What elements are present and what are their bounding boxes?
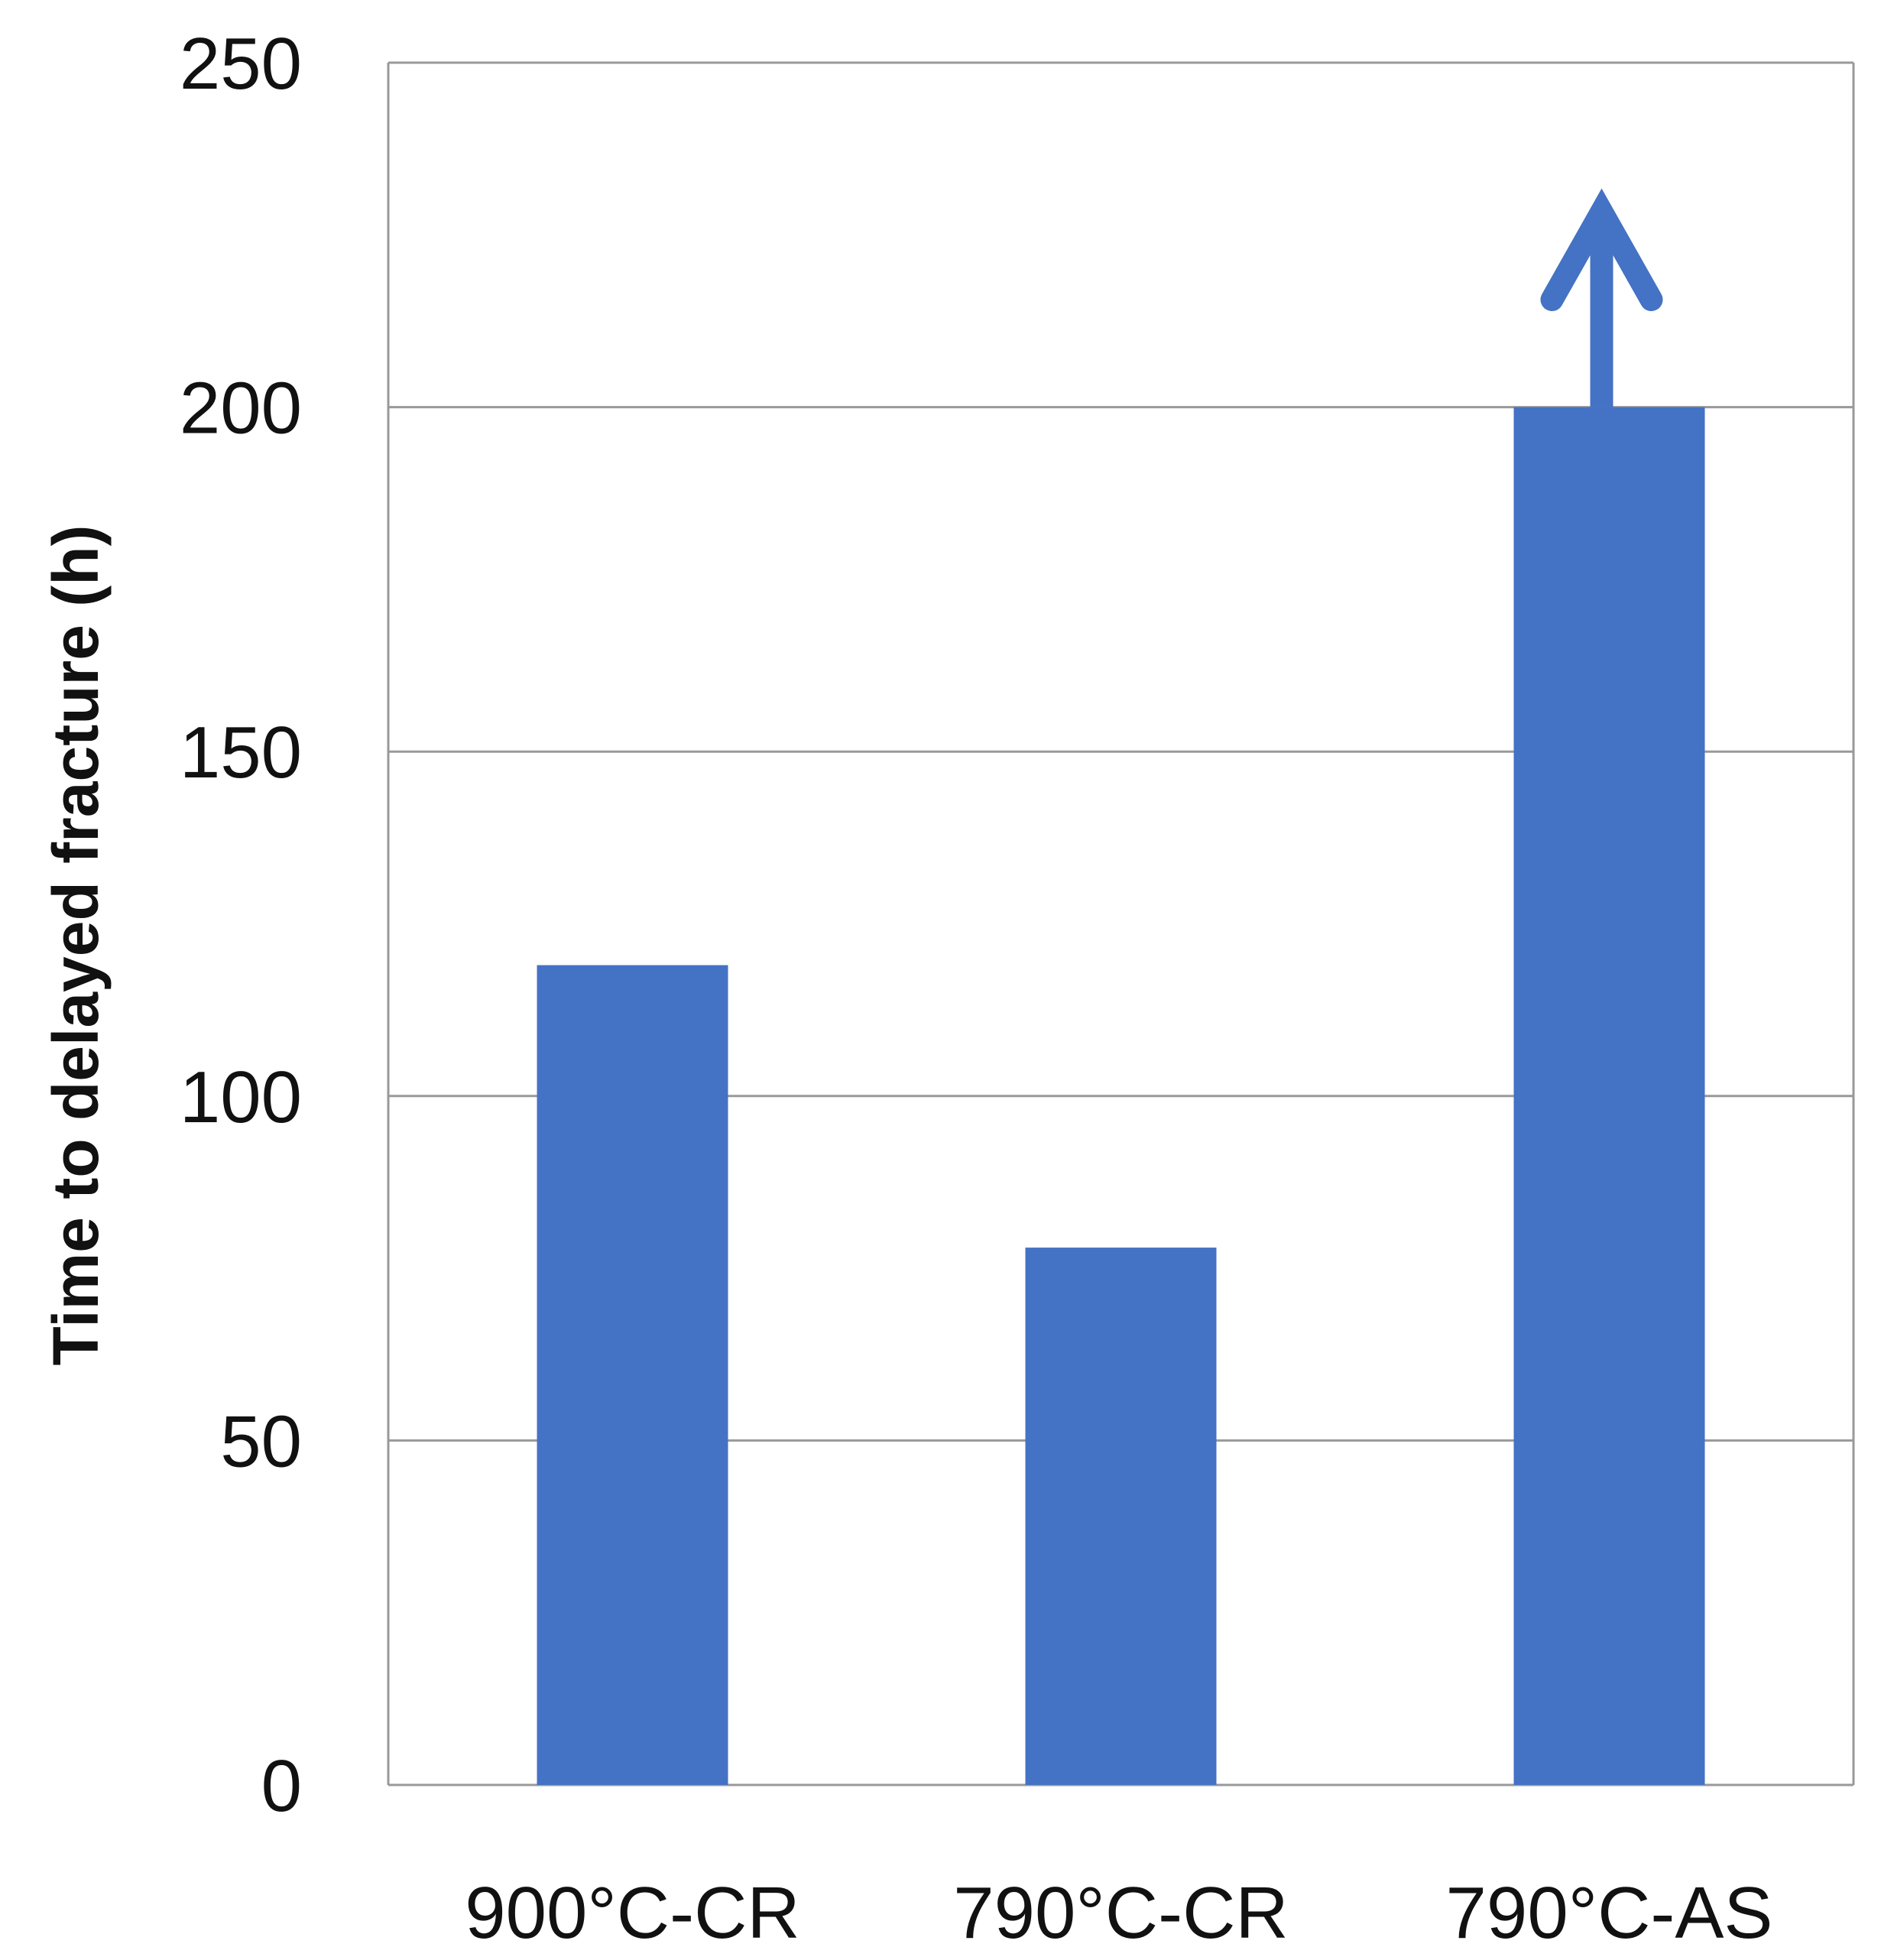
x-tick-labels: 900°C-CR 790°C-CR 790°C-AS xyxy=(465,1872,1772,1954)
up-arrow-icon xyxy=(1540,188,1663,407)
x-tick-label: 790°C-CR xyxy=(953,1872,1289,1954)
y-axis-title: Time to delayed fracture (h) xyxy=(40,524,112,1365)
x-tick-label: 790°C-AS xyxy=(1446,1872,1773,1954)
y-tick-label: 50 xyxy=(220,1400,302,1482)
y-tick-label: 150 xyxy=(180,712,302,793)
y-tick-label: 250 xyxy=(180,23,302,105)
y-tick-labels: 0 50 100 150 200 250 xyxy=(180,23,302,1827)
y-tick-label: 100 xyxy=(180,1056,302,1138)
bars xyxy=(537,407,1705,1785)
bar xyxy=(537,965,728,1785)
y-tick-label: 200 xyxy=(180,368,302,449)
bar xyxy=(1025,1248,1217,1785)
arrow-head xyxy=(1540,188,1663,311)
y-tick-label: 0 xyxy=(261,1745,302,1827)
bar xyxy=(1513,407,1705,1785)
x-tick-label: 900°C-CR xyxy=(465,1872,800,1954)
exceeds-markers xyxy=(1540,188,1663,407)
